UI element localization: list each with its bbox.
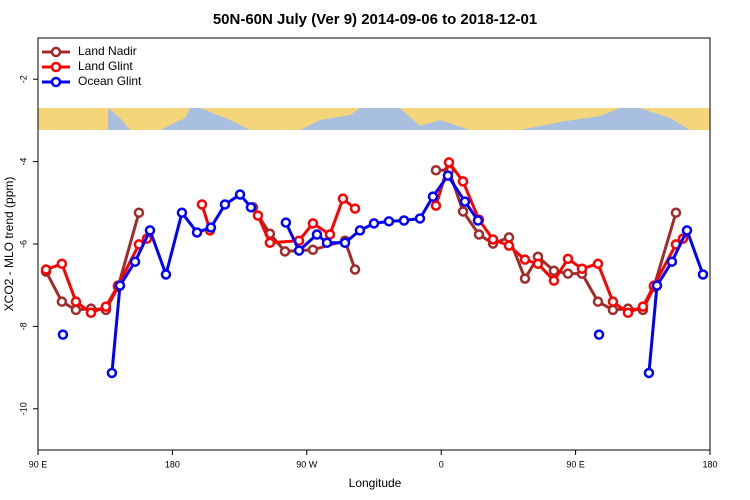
y-tick-label: -4	[18, 158, 28, 166]
data-point	[280, 217, 292, 228]
chart-title: 50N-60N July (Ver 9) 2014-09-06 to 2018-…	[213, 11, 537, 28]
data-point	[519, 254, 531, 265]
x-tick-label: 90 W	[296, 459, 318, 469]
data-point	[368, 218, 380, 229]
data-point	[293, 245, 305, 256]
data-point	[337, 193, 349, 204]
x-tick-label: 90 E	[29, 459, 48, 469]
data-point	[607, 296, 619, 307]
x-axis-label: Longitude	[349, 476, 402, 490]
data-point	[592, 296, 604, 307]
data-point	[503, 232, 515, 243]
data-point	[548, 265, 560, 277]
data-point	[430, 200, 442, 211]
data-point	[40, 264, 52, 275]
legend-label: Land Nadir	[78, 44, 137, 58]
legend-label: Ocean Glint	[78, 74, 142, 88]
data-point	[252, 210, 264, 221]
data-point	[114, 280, 126, 291]
x-tick-label: 180	[702, 459, 717, 469]
data-point	[473, 229, 485, 240]
x-tick-label: 0	[439, 459, 444, 469]
x-tick-label: 90 E	[566, 459, 585, 469]
data-point	[349, 264, 361, 275]
data-point	[427, 191, 439, 202]
data-point	[279, 246, 291, 257]
y-axis-label: XCO2 - MLO trend (ppm)	[2, 177, 16, 312]
data-point	[607, 304, 619, 316]
data-point	[457, 176, 469, 187]
data-point	[133, 207, 145, 218]
data-point	[349, 203, 361, 214]
legend-marker	[50, 61, 62, 73]
data-point	[56, 258, 68, 270]
data-point	[519, 273, 531, 284]
data-point	[70, 296, 82, 307]
data-point	[56, 296, 68, 307]
data-point	[160, 269, 172, 280]
data-point	[593, 329, 605, 340]
data-point	[532, 258, 544, 270]
data-point	[562, 268, 574, 279]
y-tick-label: -10	[18, 402, 28, 415]
legend-marker	[50, 76, 62, 88]
data-point	[459, 196, 471, 207]
data-point	[85, 307, 97, 319]
data-point	[398, 215, 410, 226]
data-point	[339, 237, 351, 249]
data-point	[321, 237, 333, 249]
map-strip	[38, 108, 710, 130]
data-point	[324, 229, 336, 240]
legend-marker	[50, 46, 62, 58]
data-point	[681, 225, 693, 236]
data-point	[245, 202, 257, 213]
data-point	[472, 215, 484, 226]
data-point	[205, 222, 217, 233]
data-point	[100, 301, 112, 312]
data-point	[57, 329, 69, 340]
data-point	[234, 189, 246, 200]
y-tick-label: -2	[18, 75, 28, 83]
data-point	[70, 304, 82, 316]
series-line	[45, 159, 684, 315]
data-point	[670, 207, 682, 218]
data-point	[311, 229, 323, 240]
data-point	[106, 367, 118, 379]
data-point	[430, 165, 442, 176]
data-point	[637, 301, 649, 312]
data-point	[144, 225, 156, 236]
data-point	[576, 263, 588, 274]
data-point	[487, 234, 499, 245]
data-point	[666, 256, 678, 267]
legend-label: Land Glint	[78, 59, 133, 73]
data-point	[697, 269, 709, 280]
data-point	[196, 199, 208, 210]
data-point	[562, 253, 574, 265]
data-point	[129, 256, 141, 267]
data-point	[307, 244, 319, 256]
data-point	[354, 225, 366, 236]
y-tick-label: -8	[18, 322, 28, 330]
data-point	[307, 218, 319, 229]
data-point	[442, 170, 454, 181]
data-point	[457, 206, 469, 217]
data-point	[176, 207, 188, 218]
data-point	[191, 227, 203, 238]
data-point	[383, 216, 395, 227]
data-point	[219, 199, 231, 210]
data-point	[443, 157, 455, 168]
data-point	[548, 275, 560, 286]
data-point	[264, 237, 276, 249]
data-point	[622, 307, 634, 319]
x-tick-label: 180	[165, 459, 180, 469]
data-point	[414, 213, 426, 224]
data-point	[643, 367, 655, 379]
y-tick-label: -6	[18, 240, 28, 248]
data-point	[651, 280, 663, 291]
data-point	[592, 258, 604, 270]
data-point	[503, 240, 515, 251]
